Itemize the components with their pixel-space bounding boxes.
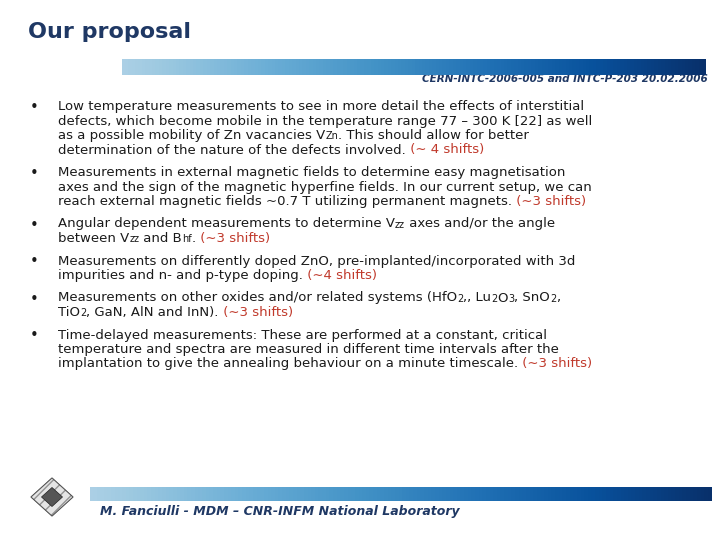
Text: Measurements on other oxides and/or related systems (HfO: Measurements on other oxides and/or rela… <box>58 292 457 305</box>
Text: •: • <box>30 328 39 343</box>
Text: impurities and n- and p-type doping.: impurities and n- and p-type doping. <box>58 269 303 282</box>
Text: (∼3 shifts): (∼3 shifts) <box>219 306 293 319</box>
Text: O: O <box>498 292 508 305</box>
Text: hf: hf <box>182 234 192 244</box>
Text: . This should allow for better: . This should allow for better <box>338 129 529 142</box>
Text: 2: 2 <box>550 294 557 303</box>
Text: defects, which become mobile in the temperature range 77 – 300 K [22] as well: defects, which become mobile in the temp… <box>58 114 593 127</box>
Text: •: • <box>30 166 39 181</box>
Polygon shape <box>42 488 63 507</box>
Polygon shape <box>31 478 73 516</box>
Text: zz: zz <box>395 219 405 230</box>
Text: Zn: Zn <box>325 131 338 141</box>
Text: Measurements on differently doped ZnO, pre-implanted/incorporated with 3d: Measurements on differently doped ZnO, p… <box>58 254 575 267</box>
Text: as a possible mobility of Zn vacancies V: as a possible mobility of Zn vacancies V <box>58 129 325 142</box>
Text: Angular dependent measurements to determine V: Angular dependent measurements to determ… <box>58 218 395 231</box>
Text: zz: zz <box>130 234 139 244</box>
Text: , GaN, AlN and InN).: , GaN, AlN and InN). <box>86 306 219 319</box>
Text: 2: 2 <box>80 308 86 318</box>
Text: Measurements in external magnetic fields to determine easy magnetisation: Measurements in external magnetic fields… <box>58 166 565 179</box>
Text: Time-delayed measurements: These are performed at a constant, critical: Time-delayed measurements: These are per… <box>58 328 547 341</box>
Text: (∼4 shifts): (∼4 shifts) <box>303 269 377 282</box>
Text: , SnO: , SnO <box>514 292 550 305</box>
Text: ,: , <box>557 292 560 305</box>
Text: TiO: TiO <box>58 306 80 319</box>
Text: •: • <box>30 292 39 307</box>
Text: 2: 2 <box>491 294 498 303</box>
Text: and B: and B <box>139 232 182 245</box>
Text: between V: between V <box>58 232 130 245</box>
Text: (∼3 shifts): (∼3 shifts) <box>518 357 593 370</box>
Text: M. Fanciulli - MDM – CNR-INFM National Laboratory: M. Fanciulli - MDM – CNR-INFM National L… <box>100 505 459 518</box>
Text: CERN-INTC-2006-005 and INTC-P-203 20.02.2006: CERN-INTC-2006-005 and INTC-P-203 20.02.… <box>422 74 708 84</box>
Text: (∼3 shifts): (∼3 shifts) <box>512 195 586 208</box>
Text: (∼3 shifts): (∼3 shifts) <box>196 232 270 245</box>
Text: ,, Lu: ,, Lu <box>464 292 491 305</box>
Text: •: • <box>30 254 39 269</box>
Text: reach external magnetic fields ~0.7 T utilizing permanent magnets.: reach external magnetic fields ~0.7 T ut… <box>58 195 512 208</box>
Text: Low temperature measurements to see in more detail the effects of interstitial: Low temperature measurements to see in m… <box>58 100 584 113</box>
Text: determination of the nature of the defects involved.: determination of the nature of the defec… <box>58 144 406 157</box>
Text: 2: 2 <box>457 294 464 303</box>
Text: temperature and spectra are measured in different time intervals after the: temperature and spectra are measured in … <box>58 343 559 356</box>
Text: •: • <box>30 100 39 115</box>
Text: •: • <box>30 218 39 233</box>
Text: axes and/or the angle: axes and/or the angle <box>405 218 555 231</box>
Text: axes and the sign of the magnetic hyperfine fields. In our current setup, we can: axes and the sign of the magnetic hyperf… <box>58 180 592 193</box>
Text: (∼ 4 shifts): (∼ 4 shifts) <box>406 144 484 157</box>
Text: .: . <box>192 232 196 245</box>
Text: 3: 3 <box>508 294 514 303</box>
Text: implantation to give the annealing behaviour on a minute timescale.: implantation to give the annealing behav… <box>58 357 518 370</box>
Text: Our proposal: Our proposal <box>28 22 191 42</box>
